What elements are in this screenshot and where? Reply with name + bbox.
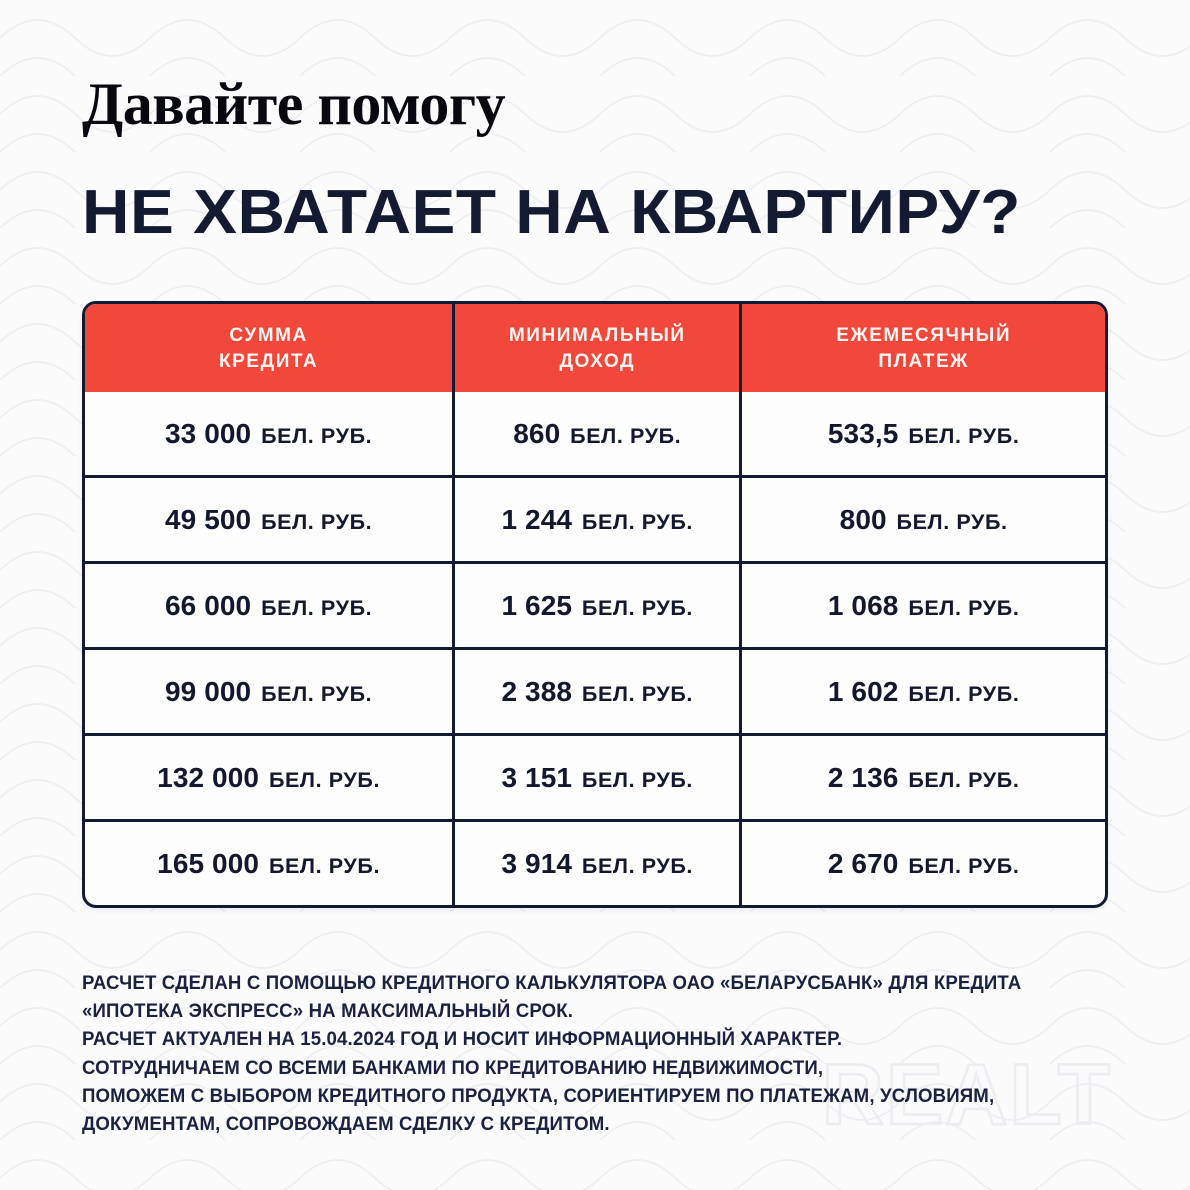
cell-credit-amount: 49 500 БЕЛ. РУБ. — [85, 478, 452, 561]
cell-min-income: 3 914 БЕЛ. РУБ. — [452, 822, 739, 906]
cell-min-income: 860 БЕЛ. РУБ. — [452, 392, 739, 476]
table-header-row: СУММА КРЕДИТА МИНИМАЛЬНЫЙ ДОХОД ЕЖЕМЕСЯЧ… — [85, 304, 1105, 393]
page-title: НЕ ХВАТАЕТ НА КВАРТИРУ? — [82, 178, 1021, 248]
currency-unit: БЕЛ. РУБ. — [261, 423, 373, 448]
currency-unit: БЕЛ. РУБ. — [261, 595, 373, 620]
cell-monthly-payment: 533,5 БЕЛ. РУБ. — [739, 392, 1105, 476]
cell-min-income: 1 244 БЕЛ. РУБ. — [452, 478, 739, 562]
cell-min-income-value: 3 914 БЕЛ. РУБ. — [501, 847, 694, 879]
footer-line: СОТРУДНИЧАЕМ СО ВСЕМИ БАНКАМИ ПО КРЕДИТО… — [82, 1057, 824, 1080]
currency-unit: БЕЛ. РУБ. — [261, 681, 373, 706]
cell-monthly-payment: 1 068 БЕЛ. РУБ. — [739, 564, 1105, 648]
footer-line: «ИПОТЕКА ЭКСПРЕСС» НА МАКСИМАЛЬНЫЙ СРОК. — [82, 999, 574, 1022]
currency-unit: БЕЛ. РУБ. — [581, 853, 694, 878]
cell-min-income: 2 388 БЕЛ. РУБ. — [452, 650, 739, 734]
cell-credit-amount: 66 000 БЕЛ. РУБ. — [85, 564, 452, 647]
currency-unit: БЕЛ. РУБ. — [581, 595, 694, 620]
table-row: 132 000 БЕЛ. РУБ. 3 151 БЕЛ. РУБ. 2 136 БЕ… — [85, 733, 1105, 820]
cell-min-income-value: 1 625 БЕЛ. РУБ. — [501, 589, 694, 621]
currency-unit: БЕЛ. РУБ. — [261, 509, 373, 534]
cell-monthly-payment-value: 1 602 БЕЛ. РУБ. — [827, 675, 1020, 707]
footer-line: ПОМОЖЕМ С ВЫБОРОМ КРЕДИТНОГО ПРОДУКТА, С… — [82, 1084, 995, 1107]
cell-monthly-payment-value: 533,5 БЕЛ. РУБ. — [827, 417, 1020, 449]
cell-credit-amount-value: 49 500 БЕЛ. РУБ. — [164, 503, 373, 535]
header-amount-line1: СУММА — [229, 324, 308, 346]
header-amount-line2: КРЕДИТА — [219, 350, 319, 372]
currency-unit: БЕЛ. РУБ. — [581, 681, 694, 706]
currency-unit: БЕЛ. РУБ. — [268, 853, 381, 878]
cell-credit-amount-value: 132 000 БЕЛ. РУБ. — [157, 761, 381, 793]
table-header-cell-payment: ЕЖЕМЕСЯЧНЫЙ ПЛАТЕЖ — [739, 304, 1105, 393]
footer-line: РАСЧЕТ АКТУАЛЕН НА 15.04.2024 ГОД И НОСИ… — [82, 1027, 843, 1050]
currency-unit: БЕЛ. РУБ. — [908, 681, 1020, 706]
footer-line: ДОКУМЕНТАМ, СОПРОВОЖДАЕМ СДЕЛКУ С КРЕДИТ… — [82, 1112, 610, 1135]
header-income-line1: МИНИМАЛЬНЫЙ — [508, 324, 686, 346]
cell-credit-amount-value: 165 000 БЕЛ. РУБ. — [157, 847, 381, 879]
cell-credit-amount-value: 33 000 БЕЛ. РУБ. — [164, 417, 373, 449]
cell-min-income: 1 625 БЕЛ. РУБ. — [452, 564, 739, 648]
currency-unit: БЕЛ. РУБ. — [268, 767, 381, 792]
cell-credit-amount: 165 000 БЕЛ. РУБ. — [85, 822, 452, 905]
table-row: 66 000 БЕЛ. РУБ. 1 625 БЕЛ. РУБ. 1 068 БЕЛ… — [85, 561, 1105, 648]
table-header-cell-income: МИНИМАЛЬНЫЙ ДОХОД — [452, 304, 740, 393]
cell-credit-amount: 132 000 БЕЛ. РУБ. — [85, 736, 452, 819]
table-header-cell-amount: СУММА КРЕДИТА — [85, 304, 453, 393]
cell-credit-amount: 99 000 БЕЛ. РУБ. — [85, 650, 452, 733]
cell-credit-amount-value: 99 000 БЕЛ. РУБ. — [164, 675, 373, 707]
cell-monthly-payment: 2 670 БЕЛ. РУБ. — [739, 822, 1105, 906]
currency-unit: БЕЛ. РУБ. — [581, 767, 694, 792]
cell-min-income-value: 1 244 БЕЛ. РУБ. — [501, 503, 694, 535]
cell-credit-amount: 33 000 БЕЛ. РУБ. — [85, 392, 452, 475]
currency-unit: БЕЛ. РУБ. — [908, 595, 1020, 620]
header-payment-line1: ЕЖЕМЕСЯЧНЫЙ — [836, 324, 1012, 346]
table-row: 33 000 БЕЛ. РУБ. 860 БЕЛ. РУБ. 533,5 БЕЛ. … — [85, 392, 1105, 476]
header-income-line2: ДОХОД — [559, 350, 636, 372]
currency-unit: БЕЛ. РУБ. — [908, 423, 1020, 448]
heading-block: Давайте помогу НЕ ХВАТАЕТ НА КВАРТИРУ? — [82, 0, 1108, 244]
cell-monthly-payment-value: 2 670 БЕЛ. РУБ. — [827, 847, 1020, 879]
cell-min-income-value: 860 БЕЛ. РУБ. — [513, 417, 682, 449]
footer-line: РАСЧЕТ СДЕЛАН С ПОМОЩЬЮ КРЕДИТНОГО КАЛЬК… — [82, 972, 1022, 995]
currency-unit: БЕЛ. РУБ. — [908, 853, 1020, 878]
kicker-text: Давайте помогу — [82, 71, 506, 137]
credit-table: СУММА КРЕДИТА МИНИМАЛЬНЫЙ ДОХОД ЕЖЕМЕСЯЧ… — [82, 301, 1108, 909]
header-payment-line2: ПЛАТЕЖ — [878, 350, 969, 372]
cell-monthly-payment: 2 136 БЕЛ. РУБ. — [739, 736, 1105, 820]
table-row: 49 500 БЕЛ. РУБ. 1 244 БЕЛ. РУБ. 800 БЕЛ. … — [85, 475, 1105, 562]
cell-monthly-payment-value: 800 БЕЛ. РУБ. — [839, 503, 1008, 535]
table-row: 165 000 БЕЛ. РУБ. 3 914 БЕЛ. РУБ. 2 670 БЕ… — [85, 819, 1105, 906]
cell-min-income: 3 151 БЕЛ. РУБ. — [452, 736, 739, 820]
cell-monthly-payment-value: 1 068 БЕЛ. РУБ. — [827, 589, 1020, 621]
cell-monthly-payment-value: 2 136 БЕЛ. РУБ. — [827, 761, 1020, 793]
currency-unit: БЕЛ. РУБ. — [908, 767, 1020, 792]
cell-credit-amount-value: 66 000 БЕЛ. РУБ. — [164, 589, 373, 621]
table-body: 33 000 БЕЛ. РУБ. 860 БЕЛ. РУБ. 533,5 БЕЛ. … — [85, 392, 1105, 906]
cell-monthly-payment: 1 602 БЕЛ. РУБ. — [739, 650, 1105, 734]
cell-min-income-value: 2 388 БЕЛ. РУБ. — [501, 675, 694, 707]
currency-unit: БЕЛ. РУБ. — [570, 423, 682, 448]
cell-min-income-value: 3 151 БЕЛ. РУБ. — [501, 761, 694, 793]
table-row: 99 000 БЕЛ. РУБ. 2 388 БЕЛ. РУБ. 1 602 БЕЛ… — [85, 647, 1105, 734]
footer-disclaimer: РАСЧЕТ СДЕЛАН С ПОМОЩЬЮ КРЕДИТНОГО КАЛЬК… — [82, 970, 1062, 1138]
cell-monthly-payment: 800 БЕЛ. РУБ. — [739, 478, 1105, 562]
currency-unit: БЕЛ. РУБ. — [896, 509, 1008, 534]
currency-unit: БЕЛ. РУБ. — [581, 509, 694, 534]
